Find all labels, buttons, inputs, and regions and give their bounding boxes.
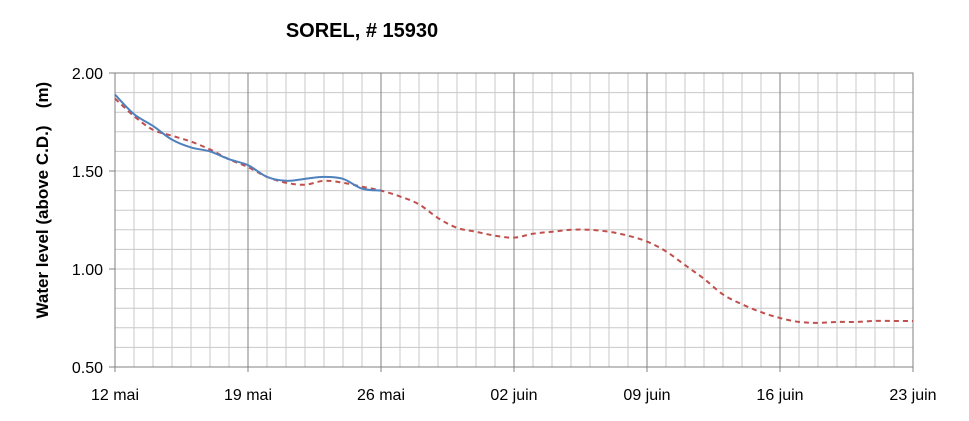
y-tick-label: 1.50 xyxy=(72,164,103,181)
series-line-solid xyxy=(114,93,382,192)
y-axis-unit: (m) xyxy=(33,82,52,108)
series-line-dashed xyxy=(114,97,913,324)
x-tick-label: 16 juin xyxy=(756,387,803,404)
y-axis-ticks: 0.50 1.00 1.50 2.00 xyxy=(72,66,115,377)
y-tick-label: 1.00 xyxy=(72,262,103,279)
x-tick-label: 02 juin xyxy=(490,387,537,404)
y-tick-label: 0.50 xyxy=(72,360,103,377)
x-tick-label: 09 juin xyxy=(623,387,670,404)
series-layer xyxy=(114,93,913,324)
y-axis-label: Water level (above C.D.) xyxy=(33,125,52,318)
major-gridlines xyxy=(247,73,781,367)
chart-title: SOREL, # 15930 xyxy=(286,20,438,42)
x-tick-label: 26 mai xyxy=(357,387,405,404)
x-tick-label: 23 juin xyxy=(889,387,936,404)
x-axis-ticks: 12 mai 19 mai 26 mai 02 juin 09 juin 16 juin 2… xyxy=(91,367,937,404)
y-tick-label: 2.00 xyxy=(72,66,103,83)
x-tick-label: 12 mai xyxy=(91,387,139,404)
x-tick-label: 19 mai xyxy=(224,387,272,404)
